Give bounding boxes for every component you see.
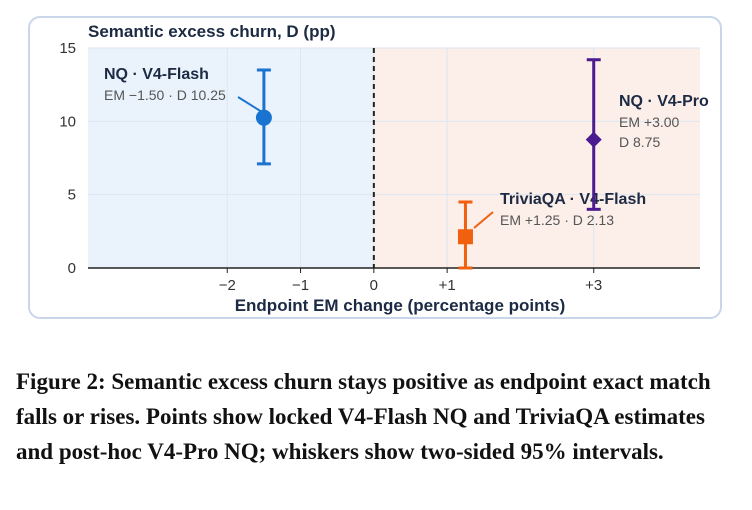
data-point-circle: [255, 109, 272, 126]
point-detail: EM +3.00: [619, 114, 680, 130]
annotation-leader: [473, 211, 494, 229]
point-label: NQ · V4-Pro: [619, 93, 709, 110]
chart-title: Semantic excess churn, D (pp): [88, 22, 336, 41]
x-tick-label: −2: [219, 277, 236, 294]
point-label: TriviaQA · V4-Flash: [500, 191, 646, 208]
y-tick-label: 10: [59, 113, 76, 130]
point-detail: EM +1.25 · D 2.13: [500, 212, 614, 228]
point-detail: D 8.75: [619, 134, 660, 150]
x-tick-label: +3: [585, 277, 602, 294]
y-tick-label: 0: [68, 260, 76, 277]
figure-caption: Figure 2: Semantic excess churn stays po…: [16, 369, 711, 464]
y-tick-label: 5: [68, 187, 76, 204]
y-tick-label: 15: [59, 40, 76, 57]
x-tick-label: +1: [439, 277, 456, 294]
chart: 0 5 10 15 −2 −1 0 +1 +3 Semantic excess churn, D …: [59, 22, 709, 315]
x-tick-label: −1: [292, 277, 309, 294]
x-axis-label: Endpoint EM change (percentage points): [235, 296, 566, 315]
point-label: NQ · V4-Flash: [104, 66, 209, 83]
x-tick-label: 0: [370, 277, 378, 294]
data-point-square: [457, 229, 473, 245]
data-point-diamond: [585, 131, 602, 148]
point-detail: EM −1.50 · D 10.25: [104, 87, 226, 103]
negative-em-region: [88, 48, 374, 268]
annotation-leader: [237, 96, 263, 113]
positive-em-region: [373, 48, 700, 268]
